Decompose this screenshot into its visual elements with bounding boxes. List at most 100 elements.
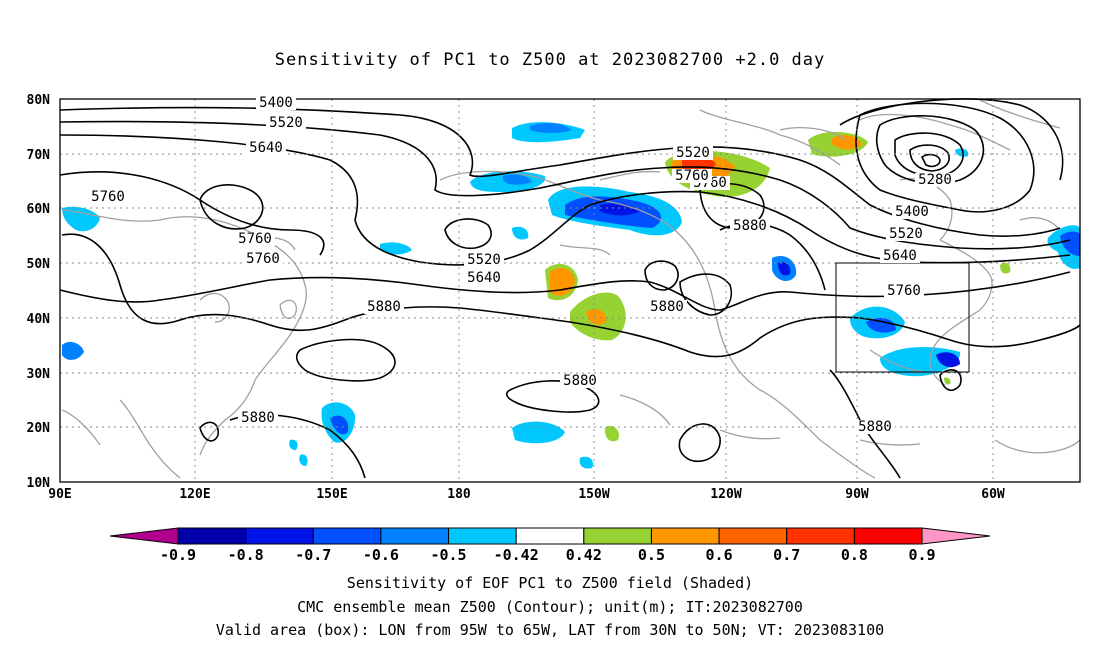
- colorbar-label: -0.8: [228, 546, 264, 564]
- contour-label: 5760: [91, 189, 125, 205]
- colorbar-label: -0.5: [430, 546, 466, 564]
- map-frame: [59, 98, 1081, 483]
- map-grid: [59, 98, 1081, 483]
- contour-5880-pacific-sw: [199, 421, 219, 442]
- colorbar-bin: [853, 527, 923, 545]
- contour-low-2: [894, 132, 964, 178]
- shade-blue-patch: [778, 262, 791, 276]
- colorbar-arrow-left: [109, 527, 179, 545]
- contour-label-bg: [673, 146, 713, 160]
- latitude-labels: 80N 70N 60N 50N 40N 30N 20N 10N: [27, 93, 51, 491]
- contour-label-bg: [364, 300, 404, 314]
- lon-label: 180: [447, 487, 471, 502]
- colorbar-bin: [177, 527, 247, 545]
- colorbar-bin: [245, 527, 314, 545]
- shade-blue-patch: [330, 415, 349, 435]
- contour-label-bg: [730, 219, 770, 233]
- colorbar-bin: [380, 527, 450, 545]
- contour-label-bg: [880, 249, 920, 263]
- shade-blue-patch: [866, 317, 896, 333]
- lat-label: 30N: [27, 367, 51, 382]
- contour-5880-atlantic: [939, 369, 962, 391]
- contour-label: 5400: [895, 204, 929, 220]
- colorbar-bin: [448, 527, 517, 545]
- contour-low-1: [875, 115, 985, 185]
- colorbar-label: 0.6: [706, 546, 733, 564]
- shade-blue-patch: [299, 454, 308, 466]
- contour-label-bg: [235, 232, 275, 246]
- contour-label: 5880: [241, 410, 275, 426]
- colorbar-label: -0.42: [494, 546, 539, 564]
- colorbar-bin: [583, 527, 652, 545]
- lon-label: 150E: [316, 487, 347, 502]
- contour-label-bg: [246, 141, 286, 155]
- lon-label: 120E: [179, 487, 210, 502]
- shade-green-patch: [604, 425, 619, 442]
- contour-label-bg: [560, 374, 600, 388]
- shade-blue-patch: [289, 439, 298, 450]
- shade-green-patch: [1000, 262, 1011, 274]
- contour-label: 5400: [259, 95, 293, 111]
- contour-label: 5880: [858, 419, 892, 435]
- shade-orange-patch: [586, 309, 607, 325]
- contour-label-bg: [915, 173, 955, 187]
- colorbar-label: -0.7: [295, 546, 331, 564]
- shade-blue-patch: [380, 242, 412, 255]
- colorbar-label: -0.9: [160, 546, 196, 564]
- lat-label: 60N: [27, 202, 51, 217]
- contour-5880-gulf: [678, 423, 721, 462]
- colorbar-label: 0.7: [773, 546, 800, 564]
- caption-line-2: CMC ensemble mean Z500 (Contour); unit(m…: [297, 598, 803, 616]
- contour-label-bg: [238, 411, 278, 425]
- contour-label: 5640: [249, 140, 283, 156]
- colorbar-label: 0.8: [841, 546, 868, 564]
- lon-label: 60W: [981, 487, 1005, 502]
- colorbar: [109, 527, 991, 545]
- contour-low-4: [920, 153, 941, 168]
- contour-5520: [59, 120, 1071, 250]
- contour-closed-low-1: [444, 218, 492, 250]
- contour-label: 5520: [889, 226, 923, 242]
- shade-blue-patch: [62, 341, 84, 360]
- contour-low-outer: [855, 102, 1035, 213]
- contour-label-bg: [464, 271, 504, 285]
- contour-5880-south: [295, 338, 396, 382]
- lon-label: 150W: [578, 487, 609, 502]
- contour-label: 5640: [467, 270, 501, 286]
- shade-blue-patch: [579, 456, 594, 469]
- contour-label-bg: [464, 253, 504, 267]
- contour-label: 5880: [650, 299, 684, 315]
- shade-green-patch: [944, 377, 951, 385]
- contour-labels: 5400 5520 5640 5760 5760 5760 5520 5640 5880 5880…: [88, 95, 955, 435]
- colorbar-bin: [312, 527, 382, 545]
- contour-label-bg: [266, 116, 306, 130]
- contour-label-bg: [672, 169, 712, 183]
- shade-blue-patch: [955, 148, 969, 157]
- contour-label-bg: [884, 284, 924, 298]
- chart-title: Sensitivity of PC1 to Z500 at 2023082700…: [274, 50, 826, 70]
- z500-contours: [59, 98, 1081, 479]
- caption-line-3: Valid area (box): LON from 95W to 65W, L…: [215, 621, 885, 639]
- contour-5400: [59, 106, 1061, 237]
- colorbar-label: 0.5: [638, 546, 665, 564]
- contour-label-bg: [647, 300, 687, 314]
- contour-label: 5280: [918, 172, 952, 188]
- caption-line-1: Sensitivity of EOF PC1 to Z500 field (Sh…: [346, 574, 754, 592]
- contour-label-bg: [256, 96, 296, 110]
- contour-label: 5880: [563, 373, 597, 389]
- lat-label: 10N: [27, 476, 51, 491]
- contour-label: 5520: [467, 252, 501, 268]
- colorbar-label: 0.9: [908, 546, 935, 564]
- shade-blue-patch: [1060, 231, 1080, 256]
- lat-label: 80N: [27, 93, 51, 108]
- contour-label-bg: [892, 205, 932, 219]
- contour-label-bg: [88, 190, 128, 204]
- shade-blue-patch: [512, 421, 565, 444]
- contour-label-bg: [886, 227, 926, 241]
- contour-label: 5520: [269, 115, 303, 131]
- colorbar-bin: [515, 527, 585, 545]
- colorbar-bin: [718, 527, 788, 545]
- colorbar-arrow-right: [921, 527, 991, 545]
- contour-low-outer-2: [839, 98, 1064, 181]
